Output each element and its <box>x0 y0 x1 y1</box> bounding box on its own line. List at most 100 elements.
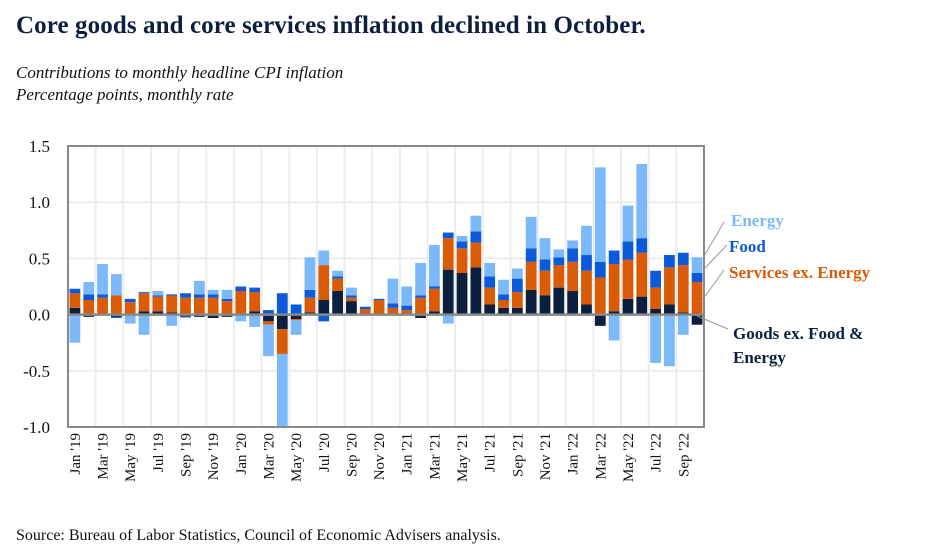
x-tick-label: Jul '21 <box>483 433 499 472</box>
bar-segment-services-ex-energy <box>304 297 316 313</box>
bar-segment-services-ex-energy <box>166 295 178 313</box>
bar-segment-services-ex-energy <box>276 329 288 354</box>
bar-segment-energy <box>470 215 482 232</box>
x-axis-ticks: Jan '19 Mar '19 May '19 Jul '19 Sep '19 Nov '… <box>68 433 692 482</box>
bar-segment-services-ex-energy <box>608 264 620 312</box>
bar-segment-energy <box>525 216 537 249</box>
bar-segment-energy <box>650 314 661 363</box>
bar-segment-services-ex-energy <box>332 278 343 291</box>
bar-segment-goods-ex-food-energy <box>346 301 357 315</box>
bar-segment-food <box>221 298 233 302</box>
bar-segment-energy <box>207 289 219 295</box>
bar-segment-energy <box>429 244 440 287</box>
bar-segment-services-ex-energy <box>677 265 689 313</box>
bar-segment-energy <box>401 286 413 306</box>
bar-segment-services-ex-energy <box>415 297 426 315</box>
bar-segment-goods-ex-food-energy <box>276 314 288 330</box>
bar-segment-energy <box>415 262 426 296</box>
bar-segment-food <box>304 289 316 298</box>
bar-segment-food <box>470 231 482 243</box>
bar-segment-energy <box>664 314 675 367</box>
x-tick-label: Jan '22 <box>566 433 582 474</box>
x-tick-label: Mar '21 <box>427 433 443 479</box>
axes <box>67 145 705 428</box>
bar-segment-energy <box>166 314 178 326</box>
bar-segment-energy <box>498 279 509 295</box>
bar-segment-energy <box>138 314 150 335</box>
bar-segment-food <box>608 250 620 265</box>
bar-segment-food <box>581 255 592 271</box>
bar-segment-energy <box>304 257 316 290</box>
bar-segment-food <box>525 248 537 262</box>
bar-segment-goods-ex-food-energy <box>456 273 468 315</box>
bar-segment-food <box>442 232 454 239</box>
bar-segment-energy <box>553 249 565 258</box>
x-tick-label: May '21 <box>455 433 471 482</box>
bar-segment-energy <box>622 205 634 242</box>
bar-segment-services-ex-energy <box>207 297 219 315</box>
bar-segment-energy <box>567 240 579 249</box>
bar-segment-energy <box>539 238 551 260</box>
bar-segment-services-ex-energy <box>553 265 565 288</box>
bar-segment-energy <box>608 314 620 341</box>
bar-segment-energy <box>442 314 454 324</box>
bar-segment-goods-ex-food-energy <box>664 304 675 315</box>
bar-segment-goods-ex-food-energy <box>484 304 496 315</box>
bar-segment-food <box>207 294 219 298</box>
bar-segment-services-ex-energy <box>650 287 661 309</box>
bar-segment-goods-ex-food-energy <box>594 314 606 326</box>
y-tick-label: -1.0 <box>23 418 50 437</box>
legend-goods-line1: Goods ex. Food & <box>733 324 863 343</box>
bar-segment-food <box>235 286 247 291</box>
bar-segment-energy <box>691 257 703 274</box>
x-tick-label: May '19 <box>123 433 139 482</box>
bar-segment-services-ex-energy <box>539 270 551 296</box>
bar-segment-services-ex-energy <box>359 308 371 315</box>
bar-segment-food <box>567 248 579 262</box>
legend: Energy Food Services ex. Energy Goods ex… <box>696 211 871 367</box>
legend-goods-line2: Energy <box>733 348 786 367</box>
x-tick-label: Nov '20 <box>372 433 388 480</box>
legend-energy: Energy <box>731 211 784 230</box>
bar-segment-energy <box>387 278 399 304</box>
bar-segment-services-ex-energy <box>373 299 385 315</box>
bar-segment-services-ex-energy <box>69 293 81 308</box>
bar-segment-energy <box>263 324 274 357</box>
legend-leader-services <box>700 269 725 303</box>
bar-segment-goods-ex-food-energy <box>290 314 302 320</box>
bar-segment-services-ex-energy <box>193 297 205 315</box>
bar-segment-services-ex-energy <box>387 307 399 315</box>
bar-segment-food <box>456 241 468 249</box>
bar-segment-energy <box>636 163 648 239</box>
bar-segment-food <box>249 287 261 293</box>
bar-segment-services-ex-energy <box>498 299 509 308</box>
bar-segment-energy <box>235 314 247 322</box>
bar-segment-food <box>539 259 551 271</box>
bar-segment-energy <box>346 287 357 296</box>
bar-segment-food <box>553 257 565 266</box>
bar-segment-goods-ex-food-energy <box>152 311 164 315</box>
bar-segment-food <box>691 273 703 282</box>
bar-segment-energy <box>332 270 343 277</box>
legend-leader-food <box>702 244 728 271</box>
bar-segment-services-ex-energy <box>470 242 482 268</box>
bar-segment-food <box>401 305 413 311</box>
bar-segment-energy <box>456 235 468 242</box>
bar-segment-food <box>484 276 496 288</box>
bar-segment-goods-ex-food-energy <box>567 291 579 315</box>
x-tick-label: Sep '22 <box>676 433 692 477</box>
legend-leader-goods <box>696 315 729 330</box>
bar-segment-services-ex-energy <box>180 297 191 315</box>
bar-segment-services-ex-energy <box>221 301 233 315</box>
bar-segment-energy <box>152 291 164 296</box>
bar-segment-goods-ex-food-energy <box>622 298 634 315</box>
x-tick-label: Mar '20 <box>262 433 278 479</box>
bar-segment-services-ex-energy <box>318 265 330 300</box>
bar-segment-goods-ex-food-energy <box>539 295 551 315</box>
bar-segment-services-ex-energy <box>346 297 357 302</box>
bar-segment-food <box>166 294 178 296</box>
bar-segment-food <box>276 293 288 315</box>
x-tick-label: Jan '19 <box>68 433 84 474</box>
y-tick-label: 0.5 <box>29 249 50 268</box>
